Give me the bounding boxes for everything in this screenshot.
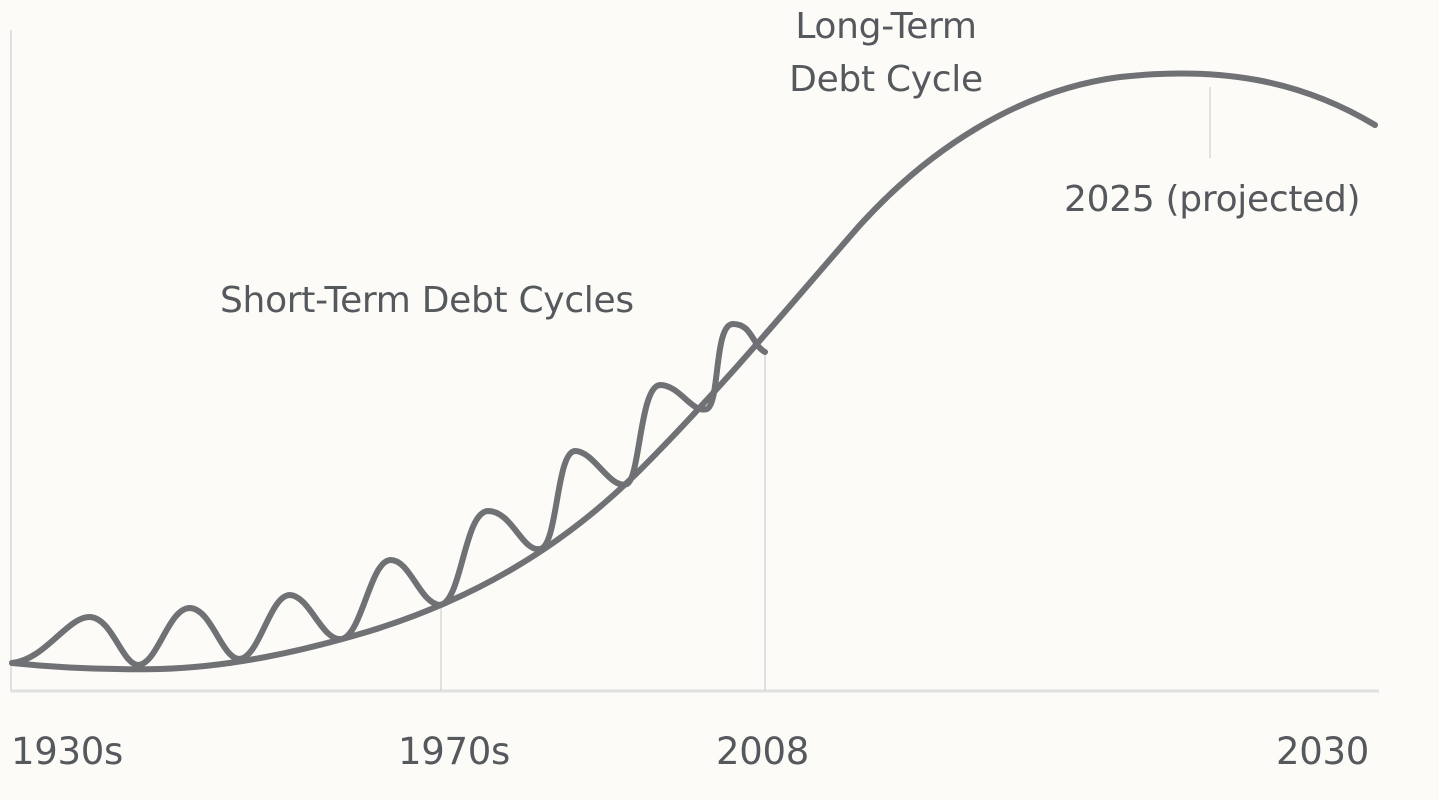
long-term-label-line-1: Long-Term — [795, 6, 977, 47]
x-tick-label-2008: 2008 — [716, 730, 809, 773]
long-term-debt-cycle-curve — [9, 70, 1378, 673]
x-tick-label-2030: 2030 — [1276, 730, 1369, 773]
x-tick-label-1970s: 1970s — [398, 730, 510, 773]
short-term-debt-cycles-curve — [9, 321, 768, 668]
projection-2025-label: 2025 (projected) — [1064, 179, 1361, 220]
short-term-debt-cycles-label: Short-Term Debt Cycles — [220, 280, 634, 321]
long-term-debt-cycle-label: Long-Term Debt Cycle — [766, 0, 1006, 106]
x-tick-label-1930s: 1930s — [11, 730, 123, 773]
long-term-label-line-2: Debt Cycle — [789, 59, 983, 100]
